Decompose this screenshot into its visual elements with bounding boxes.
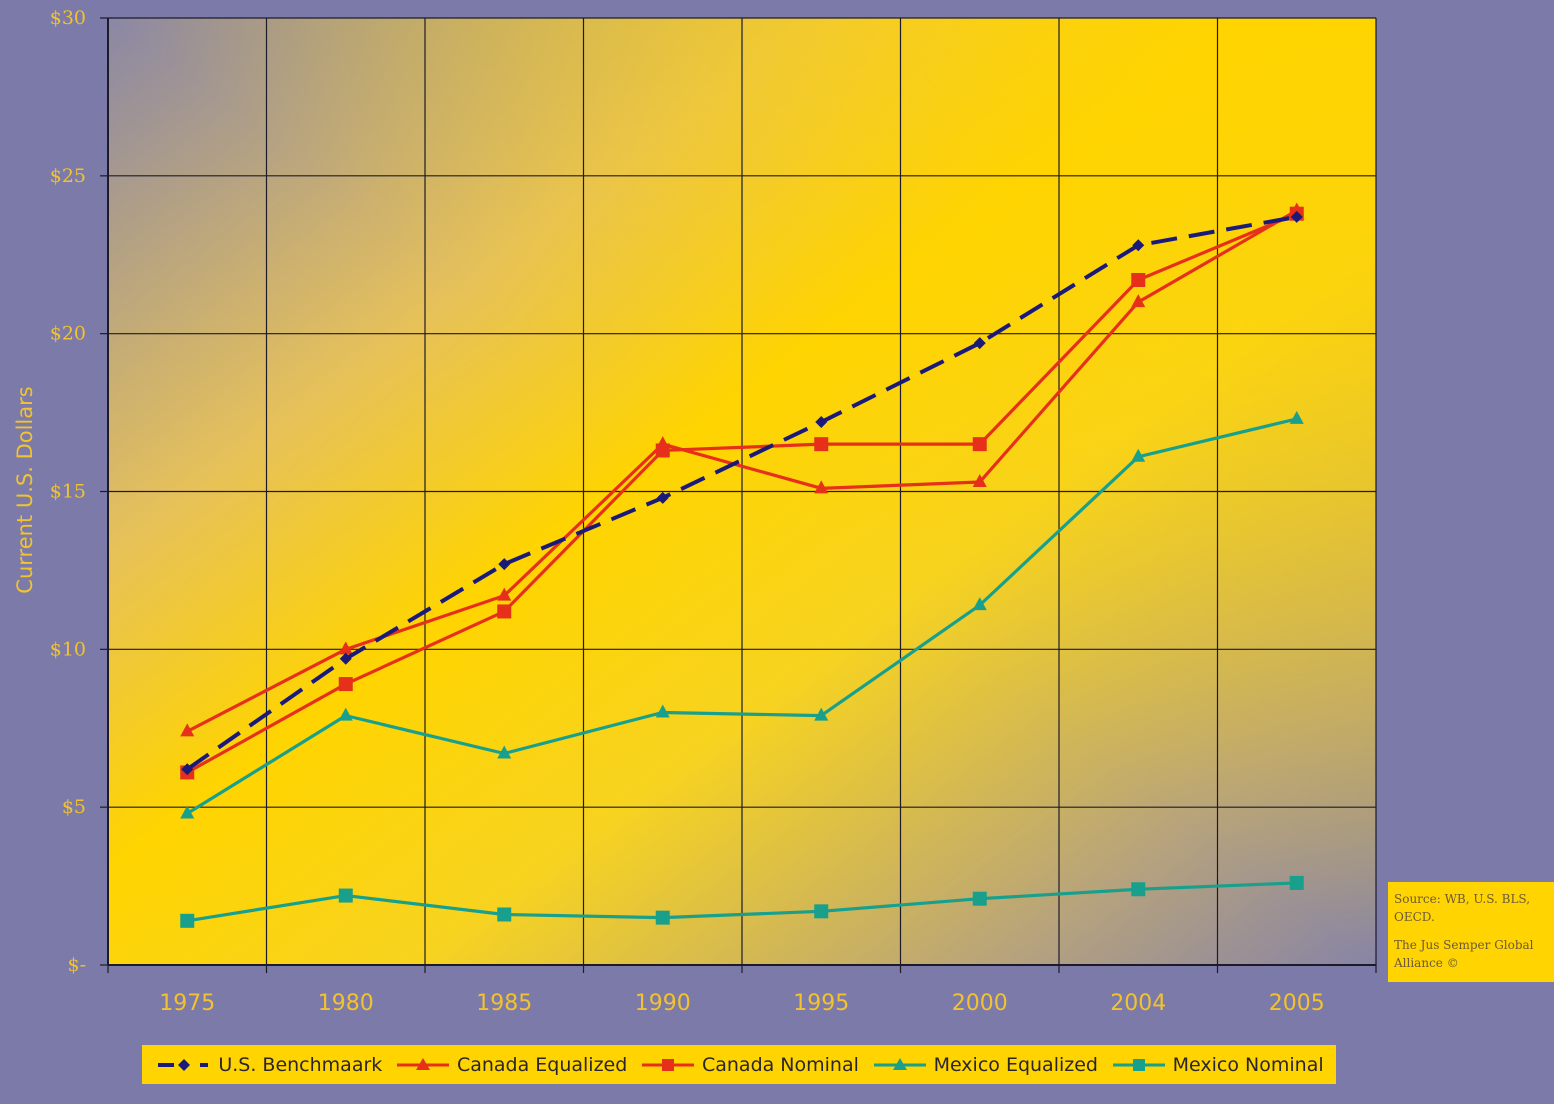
y-tick-label: $25 — [50, 165, 86, 187]
legend-label: Canada Equalized — [456, 1053, 628, 1076]
series-line — [186, 417, 1298, 815]
x-tick-label: 2000 — [952, 991, 1008, 1016]
series-line — [186, 212, 1298, 774]
legend-item-mexico-equalized: Mexico Equalized — [872, 1054, 1098, 1076]
data-point-diamond — [339, 652, 352, 665]
legend: U.S. Benchmaark Canada Equalized Canada … — [142, 1045, 1336, 1084]
x-tick-label: 1990 — [635, 991, 691, 1016]
data-point-triangle — [1131, 294, 1146, 308]
y-tick-label: $10 — [50, 638, 86, 660]
data-point-triangle — [655, 436, 670, 450]
legend-item-us-benchmark: U.S. Benchmaark — [154, 1054, 382, 1076]
legend-label: U.S. Benchmaark — [218, 1053, 383, 1076]
x-tick-label: 1995 — [793, 991, 849, 1016]
data-point-square — [655, 910, 670, 925]
y-axis-label: Current U.S. Dollars — [13, 386, 37, 593]
data-point-triangle — [814, 480, 829, 494]
credit-line-2: Alliance © — [1394, 956, 1459, 970]
data-point-square — [497, 907, 512, 922]
legend-item-canada-nominal: Canada Nominal — [640, 1054, 859, 1076]
data-point-triangle — [338, 641, 353, 655]
series-canada-equalized — [180, 202, 1304, 737]
x-tick-label: 1985 — [476, 991, 532, 1016]
data-point-diamond — [498, 558, 511, 571]
data-point-square — [497, 604, 512, 619]
legend-item-canada-equalized: Canada Equalized — [395, 1054, 627, 1076]
series-mexico-nominal — [180, 875, 1304, 928]
legend-swatch-triangle — [396, 1057, 449, 1070]
y-tick-label: $- — [67, 954, 86, 976]
data-point-square — [972, 891, 987, 906]
data-point-square — [1131, 882, 1146, 897]
legend-item-mexico-nominal: Mexico Nominal — [1111, 1054, 1324, 1076]
data-point-square — [814, 904, 829, 919]
data-point-triangle — [1131, 448, 1146, 462]
data-point-square — [972, 437, 987, 452]
data-point-square — [814, 437, 829, 452]
legend-label: Mexico Nominal — [1172, 1053, 1324, 1076]
series-line — [186, 881, 1297, 923]
data-point-triangle — [655, 704, 670, 718]
x-tick-label: 2005 — [1269, 991, 1325, 1016]
data-point-triangle — [180, 723, 195, 737]
y-tick-label: $5 — [62, 796, 86, 818]
series-u-s-benchmaark — [181, 210, 1303, 776]
data-point-triangle — [814, 707, 829, 721]
series-lines — [180, 202, 1304, 928]
data-point-square — [338, 677, 353, 692]
y-tick-label: $30 — [50, 7, 86, 29]
source-line-1: Source: WB, U.S. BLS, — [1394, 892, 1531, 906]
data-point-triangle — [497, 587, 512, 601]
data-point-square — [180, 913, 195, 928]
data-point-square — [1131, 273, 1146, 288]
source-note: Source: WB, U.S. BLS, OECD. The Jus Semp… — [1388, 882, 1554, 982]
data-point-diamond — [973, 337, 986, 350]
legend-label: Canada Nominal — [701, 1053, 859, 1076]
data-point-triangle — [972, 597, 987, 611]
series-line — [186, 209, 1298, 733]
line-chart: $- $5 $10 $15 $20 $25 $30 1975 1980 1985 1990 1995 2… — [13, 7, 1377, 1016]
data-point-diamond — [656, 491, 669, 504]
data-point-diamond — [1132, 239, 1145, 252]
series-mexico-equalized — [180, 410, 1304, 819]
data-point-diamond — [1290, 210, 1303, 223]
data-point-triangle — [497, 745, 512, 759]
data-point-square — [338, 888, 353, 903]
data-point-diamond — [181, 763, 194, 776]
legend-label: Mexico Equalized — [933, 1053, 1098, 1076]
y-tick-label: $20 — [50, 323, 86, 345]
x-tick-label: 1975 — [159, 991, 215, 1016]
source-line-2: OECD. — [1394, 910, 1435, 924]
y-tick-label: $15 — [50, 481, 86, 503]
data-point-triangle — [338, 707, 353, 721]
x-tick-label: 1980 — [318, 991, 374, 1016]
credit-line-1: The Jus Semper Global — [1394, 938, 1534, 952]
data-point-triangle — [180, 805, 195, 819]
data-point-square — [1289, 875, 1304, 890]
legend-swatch-diamond-dashed — [158, 1058, 209, 1071]
data-point-triangle — [972, 474, 987, 488]
legend-swatch-triangle — [873, 1057, 926, 1070]
legend-swatch-square — [641, 1058, 694, 1071]
axes: $- $5 $10 $15 $20 $25 $30 1975 1980 1985 1990 1995 2… — [50, 7, 1377, 1016]
data-point-diamond — [815, 416, 828, 429]
x-tick-label: 2004 — [1110, 991, 1166, 1016]
data-point-triangle — [1289, 202, 1304, 216]
legend-swatch-square — [1112, 1058, 1165, 1071]
data-point-triangle — [1289, 410, 1304, 424]
